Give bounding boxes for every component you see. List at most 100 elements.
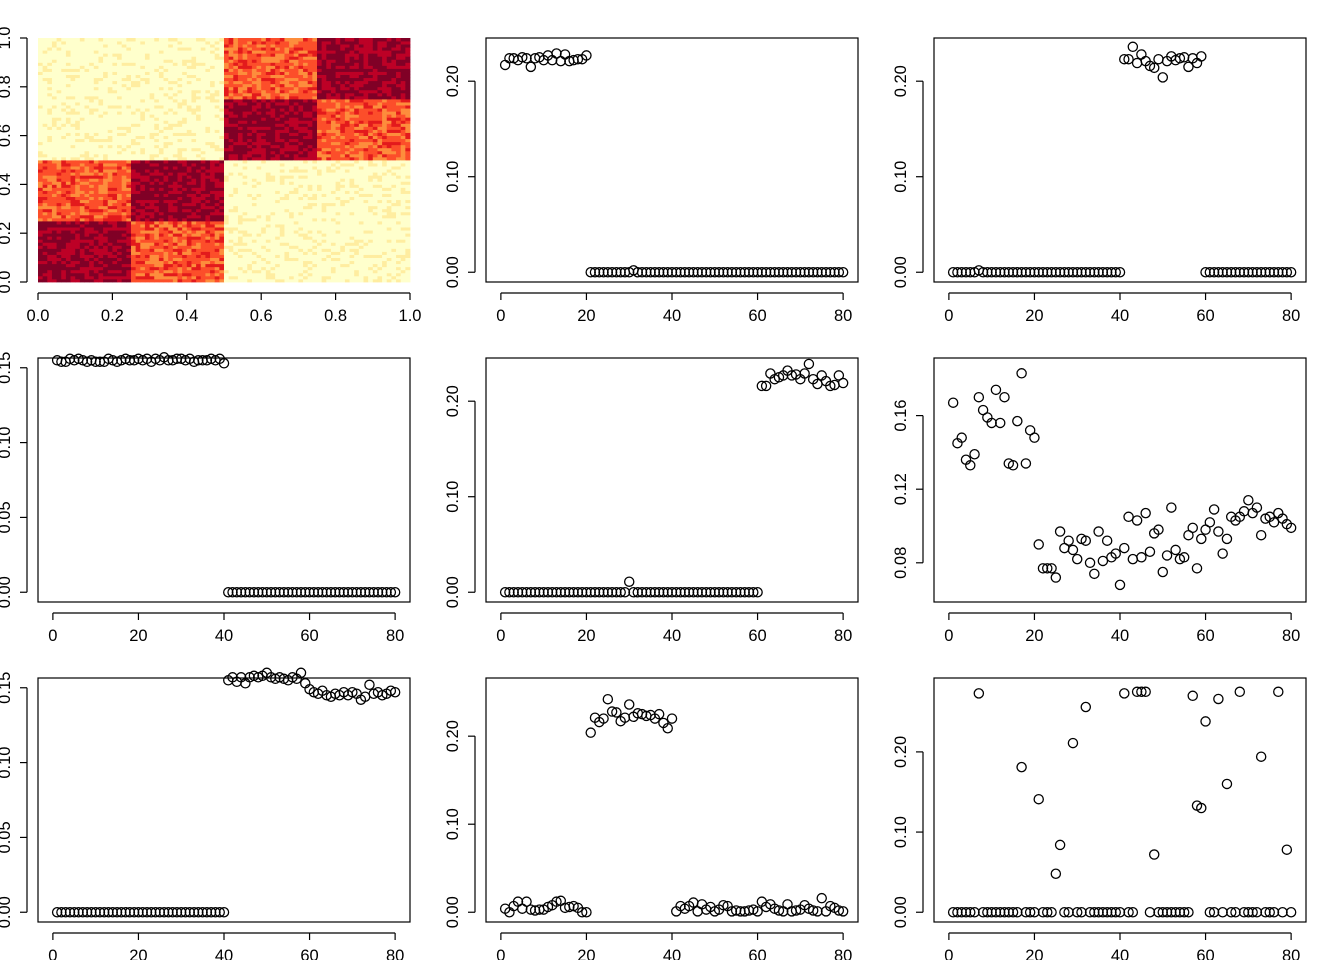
heatmap-cell <box>200 184 206 188</box>
heatmap-cell <box>303 50 309 54</box>
heatmap-cell <box>144 230 150 234</box>
heatmap-cell <box>228 269 234 274</box>
heatmap-cell <box>265 108 271 112</box>
heatmap-cell <box>275 211 281 216</box>
heatmap-cell <box>210 83 216 88</box>
heatmap-cell <box>307 86 313 91</box>
heatmap-cell <box>196 132 202 136</box>
heatmap-cell <box>177 92 183 97</box>
heatmap-cell <box>172 99 178 103</box>
heatmap-cell <box>219 163 225 167</box>
heatmap-cell <box>265 53 271 57</box>
heatmap-cell <box>112 89 118 94</box>
heatmap-cell <box>126 132 132 136</box>
heatmap-cell <box>61 80 67 85</box>
heatmap-cell <box>177 233 183 237</box>
heatmap-cell <box>275 202 281 207</box>
heatmap-cell <box>284 89 290 94</box>
heatmap-cell <box>200 187 206 191</box>
heatmap-cell <box>191 123 197 127</box>
heatmap-cell <box>275 269 281 274</box>
heatmap-cell <box>289 214 295 219</box>
heatmap-cell <box>303 245 309 249</box>
heatmap-cell <box>200 83 206 88</box>
heatmap-cell <box>191 233 197 237</box>
heatmap-cell <box>47 211 53 216</box>
heatmap-cell <box>163 56 169 60</box>
heatmap-cell <box>293 50 299 54</box>
heatmap-cell <box>98 278 104 283</box>
heatmap-cell <box>289 74 295 79</box>
heatmap-cell <box>289 150 295 155</box>
heatmap-cell <box>65 263 71 268</box>
heatmap-cell <box>42 117 48 121</box>
heatmap-cell <box>265 44 271 48</box>
heatmap-cell <box>51 224 57 228</box>
heatmap-cell <box>307 199 313 204</box>
heatmap-cell <box>126 129 132 133</box>
heatmap-cell <box>131 205 137 210</box>
heatmap-cell <box>275 263 281 268</box>
heatmap-cell <box>307 275 313 280</box>
heatmap-cell <box>93 141 99 146</box>
heatmap-cell <box>256 217 262 222</box>
heatmap-cell <box>79 71 85 75</box>
heatmap-cell <box>247 126 253 130</box>
heatmap-cell <box>196 153 202 158</box>
heatmap-cell <box>196 208 202 213</box>
heatmap-cell <box>168 56 174 60</box>
heatmap-cell <box>131 211 137 216</box>
heatmap-cell <box>84 263 90 268</box>
heatmap-cell <box>38 245 44 249</box>
heatmap-cell <box>158 214 164 219</box>
heatmap-cell <box>51 92 57 97</box>
heatmap-cell <box>42 217 48 222</box>
heatmap-cell <box>307 278 313 283</box>
heatmap-cell <box>168 123 174 127</box>
heatmap-cell <box>65 38 71 42</box>
heatmap-cell <box>79 47 85 51</box>
heatmap-cell <box>242 257 248 262</box>
heatmap-cell <box>233 242 239 246</box>
heatmap-cell <box>172 202 178 207</box>
heatmap-cell <box>56 211 62 216</box>
heatmap-cell <box>126 105 132 109</box>
heatmap-cell <box>228 172 234 176</box>
heatmap-cell <box>75 239 81 243</box>
heatmap-cell <box>251 187 257 191</box>
heatmap-cell <box>163 156 169 161</box>
heatmap-cell <box>289 144 295 149</box>
heatmap-cell <box>284 56 290 60</box>
heatmap-cell <box>312 217 318 222</box>
heatmap-cell <box>321 205 327 210</box>
heatmap-cell <box>247 77 253 82</box>
heatmap-cell <box>51 120 57 124</box>
heatmap-cell <box>140 44 146 48</box>
heatmap-cell <box>47 99 53 103</box>
heatmap-cell <box>214 254 220 258</box>
heatmap-cell <box>224 227 230 231</box>
heatmap-cell <box>56 205 62 210</box>
heatmap-cell <box>163 221 169 225</box>
heatmap-cell <box>307 120 313 124</box>
heatmap-cell <box>284 153 290 158</box>
heatmap-cell <box>210 245 216 249</box>
heatmap-cell <box>89 120 95 124</box>
heatmap-cell <box>247 181 253 185</box>
heatmap-cell <box>279 199 285 204</box>
heatmap-cell <box>56 108 62 112</box>
heatmap-cell <box>56 53 62 57</box>
heatmap-cell <box>242 166 248 170</box>
heatmap-cell <box>182 166 188 170</box>
heatmap-cell <box>56 86 62 91</box>
heatmap-cell <box>65 242 71 246</box>
heatmap-cell <box>84 89 90 94</box>
heatmap-cell <box>89 108 95 112</box>
heatmap-cell <box>256 163 262 167</box>
heatmap-cell <box>317 275 323 280</box>
heatmap-cell <box>70 89 76 94</box>
heatmap-cell <box>93 126 99 130</box>
heatmap-cell <box>149 129 155 133</box>
heatmap-cell <box>163 257 169 262</box>
heatmap-cell <box>126 144 132 149</box>
